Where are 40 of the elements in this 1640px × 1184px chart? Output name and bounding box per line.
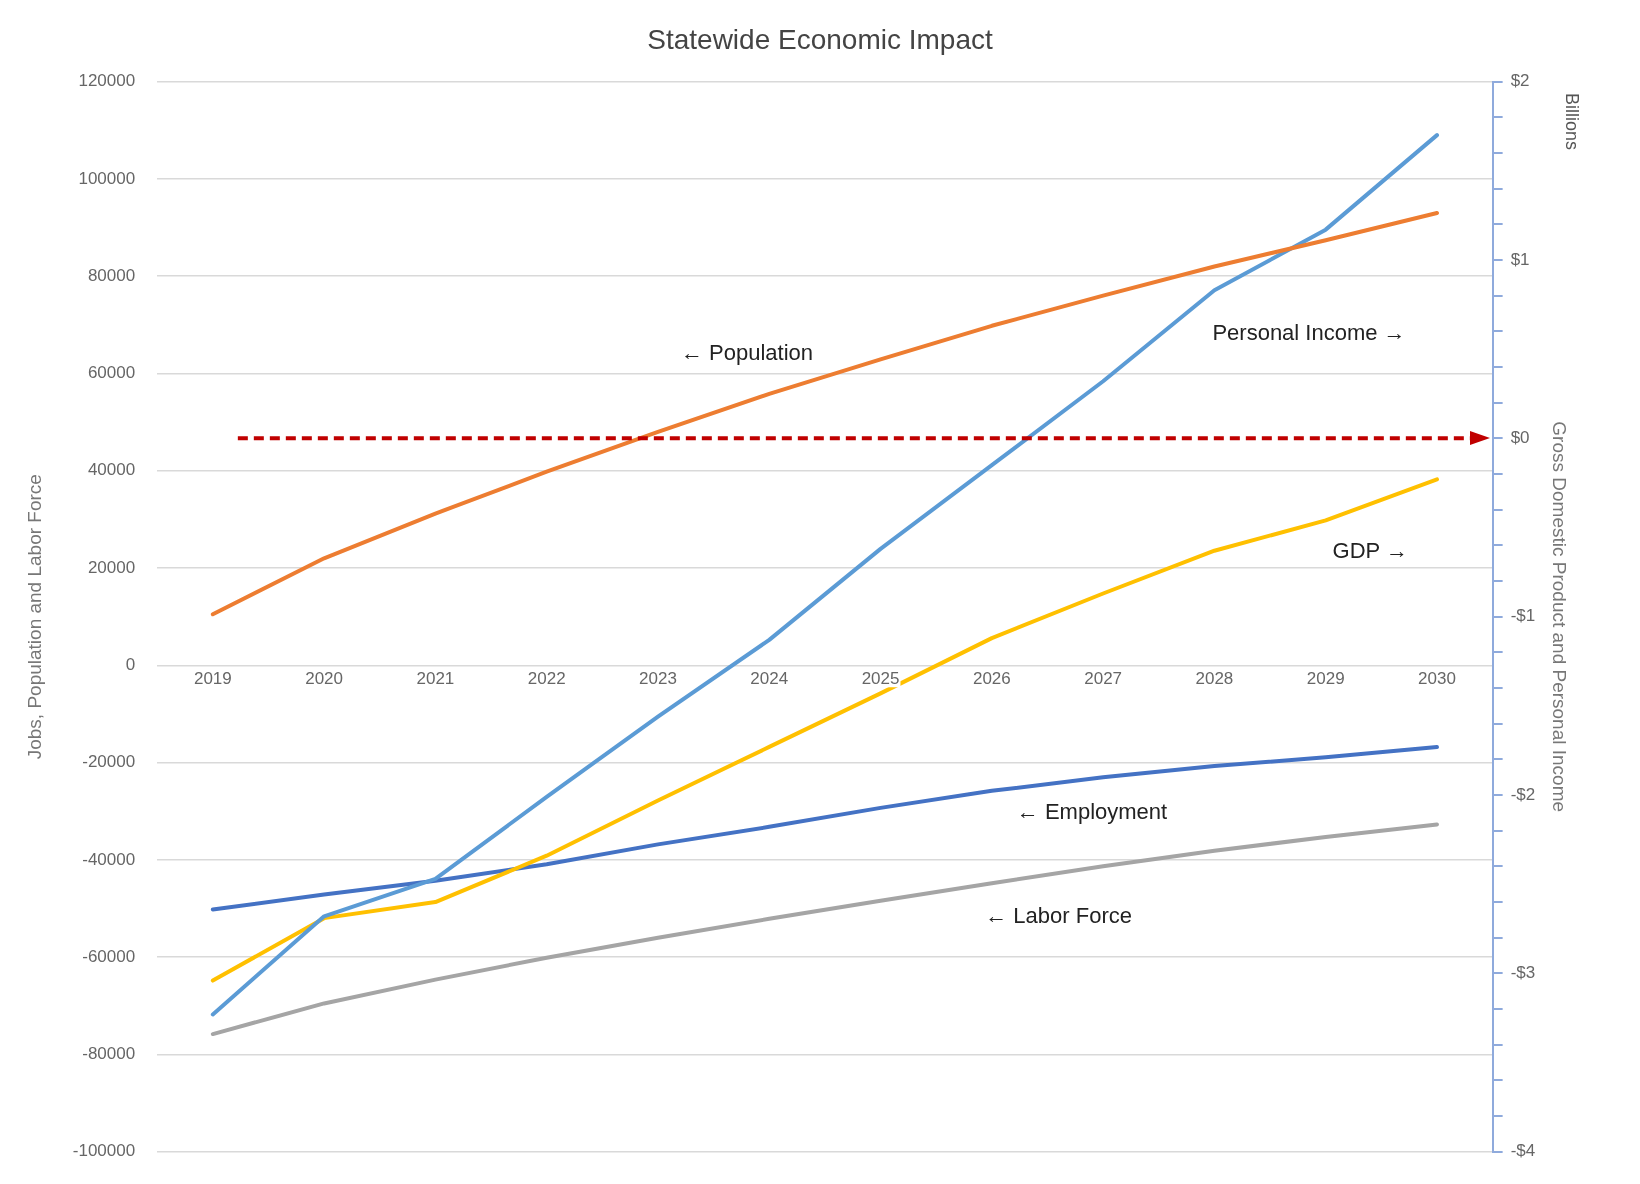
y-tick-label: 40000	[87, 460, 136, 480]
y2-tick-label: -$2	[1510, 784, 1536, 804]
chart-title: Statewide Economic Impact	[647, 23, 993, 55]
series-label: GDP →	[1332, 538, 1408, 564]
y2-tick-label: $0	[1510, 428, 1530, 448]
y2-tick-label: $2	[1510, 71, 1530, 91]
x-tick-label: 2022	[527, 669, 566, 689]
y-tick-label: -100000	[72, 1141, 136, 1161]
x-tick-label: 2025	[861, 669, 900, 689]
y-tick-label: 0	[125, 655, 136, 675]
x-tick-label: 2030	[1418, 669, 1456, 689]
x-tick-label: 2021	[416, 669, 455, 689]
y2-tick-label: -$1	[1510, 606, 1536, 626]
series-label: ← Labor Force	[985, 903, 1132, 929]
x-tick-label: 2024	[750, 669, 789, 689]
series-label: ← Population	[680, 339, 814, 365]
y-tick-label: -80000	[82, 1044, 136, 1064]
x-tick-label: 2020	[305, 669, 344, 689]
y-tick-label: 100000	[78, 168, 136, 188]
y2-axis-title: Gross Domestic Product and Personal Income	[1549, 421, 1571, 813]
series-label: Personal Income →	[1212, 319, 1406, 345]
y2-tick-label: -$3	[1510, 963, 1536, 983]
y-tick-label: 20000	[87, 557, 136, 577]
series-label: ← Employment	[1016, 798, 1168, 824]
y2-tick-label: $1	[1510, 249, 1530, 269]
x-tick-label: 2029	[1306, 669, 1345, 689]
y2-tick-label: -$4	[1510, 1141, 1536, 1161]
y-axis-title: Jobs, Population and Labor Force	[23, 474, 45, 760]
y-tick-label: -60000	[82, 946, 136, 966]
x-tick-label: 2026	[972, 669, 1011, 689]
x-tick-label: 2023	[639, 669, 677, 689]
x-tick-label: 2019	[193, 669, 232, 689]
x-tick-label: 2028	[1195, 669, 1234, 689]
y-tick-label: 120000	[78, 71, 136, 91]
y-tick-label: 80000	[87, 265, 136, 285]
y-tick-label: -20000	[82, 752, 136, 772]
x-tick-label: 2027	[1084, 669, 1123, 689]
text: Billions	[1561, 93, 1582, 151]
y-tick-label: 60000	[87, 363, 136, 383]
y-tick-label: -40000	[82, 849, 136, 869]
